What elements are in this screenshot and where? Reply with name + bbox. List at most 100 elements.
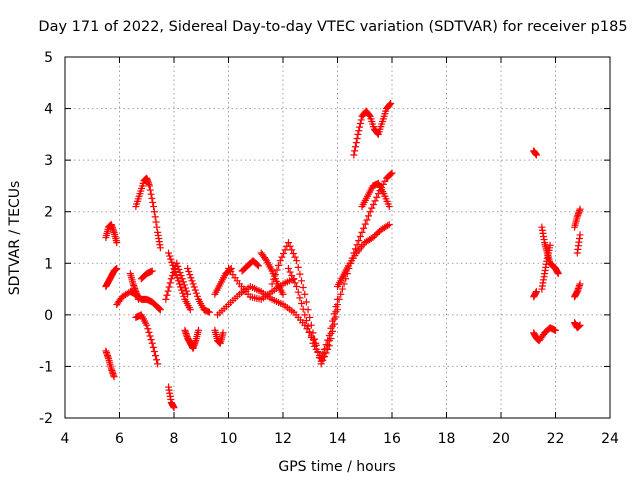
- data-point: [154, 360, 162, 368]
- x-tick-label: 12: [274, 431, 292, 447]
- data-point: [288, 272, 296, 280]
- data-point: [355, 127, 363, 135]
- data-point: [319, 353, 327, 361]
- series-arc-k: [165, 249, 194, 314]
- plot-frame: [64, 56, 611, 419]
- data-point: [150, 203, 158, 211]
- data-point: [304, 322, 312, 330]
- data-point: [298, 277, 306, 285]
- data-point: [166, 252, 174, 260]
- data-point: [309, 329, 317, 337]
- data-point: [385, 203, 393, 211]
- data-point: [363, 216, 371, 224]
- data-point: [324, 341, 332, 349]
- data-point: [177, 272, 185, 280]
- data-point: [284, 239, 292, 247]
- series-arc-s: [257, 249, 287, 298]
- data-point: [148, 267, 156, 275]
- series-arc-t: [268, 239, 341, 368]
- data-point: [185, 268, 193, 276]
- data-point: [286, 242, 294, 250]
- data-point: [317, 357, 325, 365]
- data-point: [301, 321, 309, 329]
- data-point: [302, 298, 310, 306]
- data-point: [149, 198, 157, 206]
- data-point: [188, 277, 196, 285]
- data-point: [384, 222, 392, 230]
- x-tick-label: 16: [383, 431, 401, 447]
- data-point: [316, 352, 324, 360]
- data-point: [113, 264, 121, 272]
- data-point: [546, 241, 554, 249]
- data-point: [311, 335, 319, 343]
- data-point: [361, 220, 369, 228]
- data-point: [186, 306, 194, 314]
- data-point: [365, 212, 373, 220]
- data-point: [262, 255, 270, 263]
- series-arc-y: [358, 179, 393, 211]
- data-point: [329, 322, 337, 330]
- data-point: [179, 278, 187, 286]
- data-point: [143, 321, 151, 329]
- data-point: [291, 253, 299, 261]
- data-point: [358, 228, 366, 236]
- y-tick-label: 2: [44, 205, 53, 221]
- series-arc-af: [571, 319, 584, 332]
- data-point: [152, 218, 160, 226]
- data-point: [298, 300, 306, 308]
- data-point: [355, 237, 363, 245]
- y-axis-label: SDTVAR / TECUs: [7, 181, 23, 296]
- data-point: [254, 262, 262, 270]
- data-point: [532, 288, 540, 296]
- data-point: [153, 223, 161, 231]
- data-point: [311, 342, 319, 350]
- data-point: [372, 230, 380, 238]
- data-point: [293, 257, 301, 265]
- data-point: [270, 275, 278, 283]
- data-point: [299, 284, 307, 292]
- data-point: [302, 317, 310, 325]
- data-point: [268, 280, 276, 288]
- y-tick-label: 0: [44, 308, 53, 324]
- data-point: [351, 143, 359, 151]
- data-point: [174, 277, 182, 285]
- data-point: [170, 404, 178, 412]
- data-point: [387, 99, 395, 107]
- data-point: [294, 288, 302, 296]
- data-point: [289, 249, 297, 257]
- series-arc-q: [225, 264, 298, 303]
- data-point: [289, 275, 297, 283]
- data-point: [335, 295, 343, 303]
- series-arc-x: [350, 99, 395, 159]
- data-point: [352, 139, 360, 147]
- data-point: [307, 334, 315, 342]
- data-point: [350, 151, 358, 159]
- data-point: [301, 290, 309, 298]
- series-arc-e: [132, 174, 164, 252]
- series-arc-r: [238, 257, 262, 275]
- data-point: [576, 321, 584, 329]
- data-point: [146, 186, 154, 194]
- data-point: [532, 151, 540, 159]
- data-point: [373, 193, 381, 201]
- data-point: [144, 325, 152, 333]
- data-point: [296, 294, 304, 302]
- data-point: [147, 190, 155, 198]
- data-point: [371, 197, 379, 205]
- data-point: [371, 232, 379, 240]
- data-point: [314, 349, 322, 357]
- data-point: [195, 326, 203, 334]
- data-point: [162, 295, 170, 303]
- series-arc-o: [211, 326, 227, 347]
- data-point: [171, 268, 179, 276]
- data-point: [366, 208, 374, 216]
- data-point: [219, 329, 227, 337]
- series-arc-b: [102, 347, 118, 381]
- data-point: [296, 270, 304, 278]
- series-arc-c: [102, 264, 121, 290]
- data-point: [284, 264, 292, 272]
- series-arc-aa: [530, 288, 540, 301]
- data-point: [169, 261, 177, 269]
- data-point: [205, 308, 213, 316]
